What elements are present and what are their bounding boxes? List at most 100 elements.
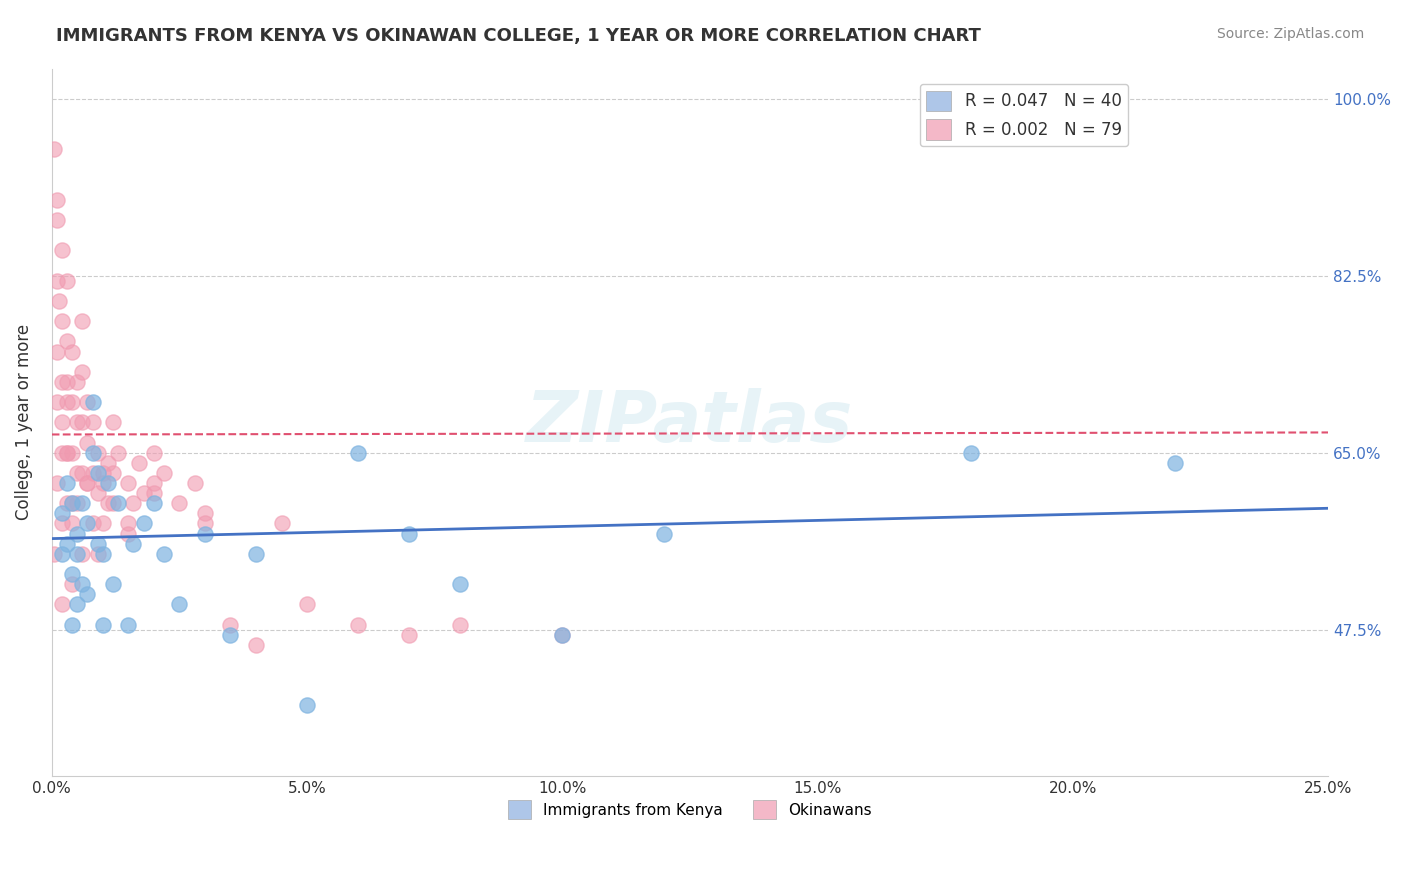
Point	[86, 486, 108, 500]
Legend: Immigrants from Kenya, Okinawans: Immigrants from Kenya, Okinawans	[502, 794, 879, 825]
Point	[56, 375, 79, 389]
Point	[117, 475, 139, 490]
Point	[194, 526, 217, 541]
Point	[51, 547, 73, 561]
Point	[245, 638, 267, 652]
Point	[101, 496, 124, 510]
Point	[66, 496, 89, 510]
Point	[1164, 456, 1187, 470]
Point	[76, 587, 98, 601]
Point	[82, 466, 104, 480]
Y-axis label: College, 1 year or more: College, 1 year or more	[15, 325, 32, 520]
Point	[142, 496, 165, 510]
Point	[72, 496, 94, 510]
Point	[60, 566, 83, 581]
Point	[86, 547, 108, 561]
Point	[66, 526, 89, 541]
Point	[45, 213, 67, 227]
Point	[60, 496, 83, 510]
Point	[72, 466, 94, 480]
Point	[101, 466, 124, 480]
Point	[117, 526, 139, 541]
Point	[295, 597, 318, 611]
Point	[51, 415, 73, 429]
Point	[153, 547, 176, 561]
Point	[60, 395, 83, 409]
Point	[82, 516, 104, 531]
Point	[51, 445, 73, 459]
Point	[76, 435, 98, 450]
Point	[72, 365, 94, 379]
Point	[72, 577, 94, 591]
Point	[51, 516, 73, 531]
Point	[56, 475, 79, 490]
Point	[45, 193, 67, 207]
Point	[60, 577, 83, 591]
Point	[132, 486, 155, 500]
Point	[347, 445, 370, 459]
Point	[219, 627, 242, 641]
Point	[91, 617, 114, 632]
Point	[66, 375, 89, 389]
Point	[86, 466, 108, 480]
Point	[107, 496, 129, 510]
Point	[142, 445, 165, 459]
Point	[60, 445, 83, 459]
Point	[169, 597, 191, 611]
Point	[122, 496, 145, 510]
Point	[51, 506, 73, 520]
Point	[117, 617, 139, 632]
Point	[51, 597, 73, 611]
Point	[169, 496, 191, 510]
Point	[66, 466, 89, 480]
Point	[117, 516, 139, 531]
Point	[270, 516, 292, 531]
Point	[449, 577, 471, 591]
Point	[44, 142, 66, 156]
Point	[101, 415, 124, 429]
Point	[51, 244, 73, 258]
Point	[45, 475, 67, 490]
Point	[56, 445, 79, 459]
Point	[654, 526, 676, 541]
Point	[97, 456, 120, 470]
Point	[76, 475, 98, 490]
Point	[82, 415, 104, 429]
Point	[51, 375, 73, 389]
Point	[219, 617, 242, 632]
Point	[56, 395, 79, 409]
Point	[86, 536, 108, 550]
Point	[97, 496, 120, 510]
Point	[56, 445, 79, 459]
Point	[66, 415, 89, 429]
Point	[82, 445, 104, 459]
Point	[183, 475, 205, 490]
Point	[91, 516, 114, 531]
Point	[122, 536, 145, 550]
Point	[82, 395, 104, 409]
Point	[56, 496, 79, 510]
Point	[97, 475, 120, 490]
Point	[51, 314, 73, 328]
Point	[60, 617, 83, 632]
Point	[60, 516, 83, 531]
Point	[91, 547, 114, 561]
Point	[245, 547, 267, 561]
Point	[101, 577, 124, 591]
Point	[194, 516, 217, 531]
Point	[132, 516, 155, 531]
Point	[551, 627, 574, 641]
Point	[347, 617, 370, 632]
Point	[91, 475, 114, 490]
Point	[44, 547, 66, 561]
Point	[86, 445, 108, 459]
Point	[128, 456, 150, 470]
Point	[45, 274, 67, 288]
Text: ZIPatlas: ZIPatlas	[526, 388, 853, 457]
Point	[76, 475, 98, 490]
Point	[72, 415, 94, 429]
Point	[48, 293, 70, 308]
Point	[76, 395, 98, 409]
Point	[398, 627, 420, 641]
Point	[60, 496, 83, 510]
